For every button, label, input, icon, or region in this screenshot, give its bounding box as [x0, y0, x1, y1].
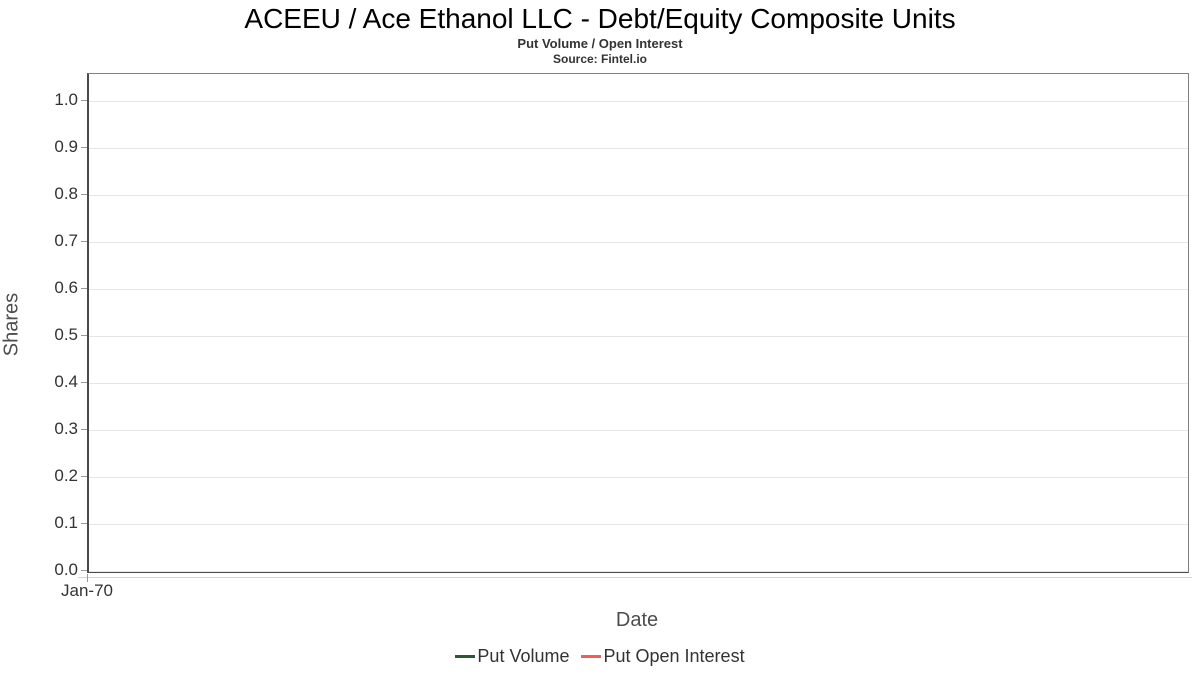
chart-subtitle: Put Volume / Open Interest: [517, 36, 683, 51]
y-axis-tick-mark: [81, 570, 87, 571]
x-axis-line: [78, 577, 1192, 578]
x-axis-tick-label: Jan-70: [61, 581, 113, 600]
y-axis-tick-mark: [81, 288, 87, 289]
y-axis-tick-mark: [81, 194, 87, 195]
y-axis-tick-mark: [81, 147, 87, 148]
y-axis-tick-label: 0.3: [54, 419, 78, 438]
gridline: [89, 195, 1188, 196]
y-axis-tick-mark: [81, 241, 87, 242]
put-volume-line-swatch-icon: [455, 655, 476, 658]
chart-source: Source: Fintel.io: [552, 52, 647, 66]
y-axis-tick-label: 0.9: [54, 137, 78, 156]
legend: Put Volume Put Open Interest: [0, 646, 1200, 667]
legend-item-put-volume[interactable]: Put Volume: [455, 646, 569, 667]
gridline: [89, 289, 1188, 290]
legend-item-put-open-interest[interactable]: Put Open Interest: [581, 646, 745, 667]
y-axis-tick-label: 0.5: [54, 325, 78, 344]
gridline: [89, 101, 1188, 102]
gridline: [89, 242, 1188, 243]
gridline: [89, 148, 1188, 149]
gridline: [89, 430, 1188, 431]
gridline: [89, 336, 1188, 337]
y-axis-tick-label: 0.6: [54, 278, 78, 297]
y-axis-tick-mark: [81, 335, 87, 336]
y-axis-tick-label: 0.1: [54, 513, 78, 532]
y-axis-tick-mark: [81, 523, 87, 524]
legend-label: Put Volume: [477, 646, 570, 666]
y-axis-tick-label: 0.8: [54, 184, 78, 203]
y-axis-tick-label: 0.4: [54, 372, 78, 391]
y-axis-title: Shares: [0, 292, 23, 357]
y-axis-tick-mark: [81, 382, 87, 383]
plot-area: [87, 73, 1189, 573]
chart-title: ACEEU / Ace Ethanol LLC - Debt/Equity Co…: [244, 3, 956, 34]
y-axis-tick-label: 0.7: [54, 231, 78, 250]
y-axis-tick-label: 1.0: [54, 90, 78, 109]
gridline: [89, 477, 1188, 478]
gridline: [89, 571, 1188, 572]
put-open-interest-line-swatch-icon: [581, 655, 602, 658]
gridline: [89, 524, 1188, 525]
x-axis-title: Date: [615, 609, 659, 631]
y-axis-tick-mark: [81, 100, 87, 101]
y-axis-tick-mark: [81, 429, 87, 430]
legend-label: Put Open Interest: [603, 646, 745, 666]
y-axis-tick-mark: [81, 476, 87, 477]
y-axis-tick-label: 0.0: [54, 560, 78, 579]
gridline: [89, 383, 1188, 384]
x-axis-tick-mark: [87, 574, 88, 582]
y-axis-tick-label: 0.2: [54, 466, 78, 485]
